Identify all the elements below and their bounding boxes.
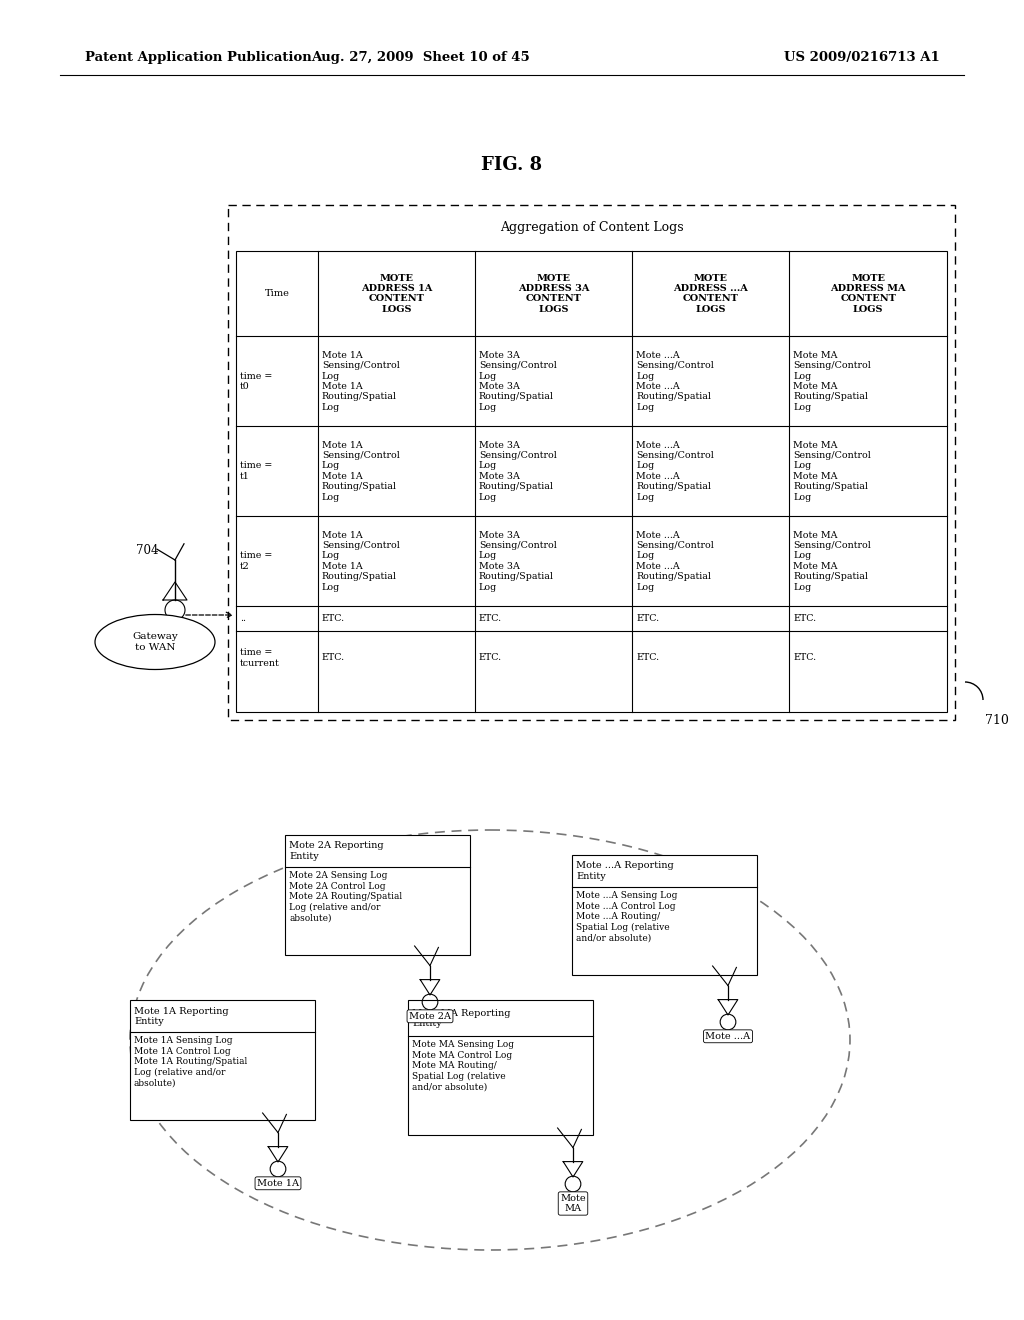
Text: Aggregation of Content Logs: Aggregation of Content Logs xyxy=(500,220,683,234)
Text: time =
tcurrent: time = tcurrent xyxy=(240,648,280,668)
Text: time =
t2: time = t2 xyxy=(240,552,272,570)
Text: time =
t0: time = t0 xyxy=(240,371,272,391)
Text: Mote ...A: Mote ...A xyxy=(706,1032,751,1040)
FancyBboxPatch shape xyxy=(408,1001,593,1135)
Text: MOTE
ADDRESS MA
CONTENT
LOGS: MOTE ADDRESS MA CONTENT LOGS xyxy=(830,273,906,314)
Text: 704: 704 xyxy=(136,544,159,557)
Text: MOTE
ADDRESS ...A
CONTENT
LOGS: MOTE ADDRESS ...A CONTENT LOGS xyxy=(673,273,748,314)
Text: ETC.: ETC. xyxy=(479,614,502,623)
Text: Time: Time xyxy=(264,289,290,298)
Text: Mote
MA: Mote MA xyxy=(560,1193,586,1213)
Text: ETC.: ETC. xyxy=(794,614,816,623)
Text: ETC.: ETC. xyxy=(636,653,659,663)
Text: Mote 2A Reporting
Entity: Mote 2A Reporting Entity xyxy=(289,842,384,861)
Text: 710: 710 xyxy=(985,714,1009,726)
Text: Mote 3A
Sensing/Control
Log
Mote 3A
Routing/Spatial
Log: Mote 3A Sensing/Control Log Mote 3A Rout… xyxy=(479,351,557,412)
Text: Mote ...A Reporting
Entity: Mote ...A Reporting Entity xyxy=(575,862,674,880)
FancyBboxPatch shape xyxy=(130,1001,315,1119)
Text: Mote 1A Reporting
Entity: Mote 1A Reporting Entity xyxy=(134,1007,228,1026)
Text: ..: .. xyxy=(240,614,246,623)
Ellipse shape xyxy=(95,615,215,669)
Text: Mote 1A Sensing Log
Mote 1A Control Log
Mote 1A Routing/Spatial
Log (relative an: Mote 1A Sensing Log Mote 1A Control Log … xyxy=(134,1036,247,1088)
Text: ETC.: ETC. xyxy=(479,653,502,663)
Text: ETC.: ETC. xyxy=(322,653,345,663)
Text: Mote ...A Sensing Log
Mote ...A Control Log
Mote ...A Routing/
Spatial Log (rela: Mote ...A Sensing Log Mote ...A Control … xyxy=(575,891,677,942)
Text: Mote MA
Sensing/Control
Log
Mote MA
Routing/Spatial
Log: Mote MA Sensing/Control Log Mote MA Rout… xyxy=(794,441,871,502)
Text: Mote 1A
Sensing/Control
Log
Mote 1A
Routing/Spatial
Log: Mote 1A Sensing/Control Log Mote 1A Rout… xyxy=(322,351,399,412)
Text: Mote 3A
Sensing/Control
Log
Mote 3A
Routing/Spatial
Log: Mote 3A Sensing/Control Log Mote 3A Rout… xyxy=(479,441,557,502)
Text: Mote 1A: Mote 1A xyxy=(257,1179,299,1188)
Text: ETC.: ETC. xyxy=(794,653,816,663)
Text: Patent Application Publication: Patent Application Publication xyxy=(85,51,311,65)
FancyBboxPatch shape xyxy=(572,855,757,975)
Text: Mote MA
Sensing/Control
Log
Mote MA
Routing/Spatial
Log: Mote MA Sensing/Control Log Mote MA Rout… xyxy=(794,351,871,412)
Text: ETC.: ETC. xyxy=(322,614,345,623)
Text: Mote ...A
Sensing/Control
Log
Mote ...A
Routing/Spatial
Log: Mote ...A Sensing/Control Log Mote ...A … xyxy=(636,351,714,412)
Text: Mote MA
Sensing/Control
Log
Mote MA
Routing/Spatial
Log: Mote MA Sensing/Control Log Mote MA Rout… xyxy=(794,531,871,591)
Text: Mote MA Reporting
Entity: Mote MA Reporting Entity xyxy=(412,1008,511,1028)
Text: Mote MA Sensing Log
Mote MA Control Log
Mote MA Routing/
Spatial Log (relative
a: Mote MA Sensing Log Mote MA Control Log … xyxy=(412,1040,514,1092)
Text: Mote ...A
Sensing/Control
Log
Mote ...A
Routing/Spatial
Log: Mote ...A Sensing/Control Log Mote ...A … xyxy=(636,531,714,591)
Text: Gateway
to WAN: Gateway to WAN xyxy=(132,632,178,652)
Text: Aug. 27, 2009  Sheet 10 of 45: Aug. 27, 2009 Sheet 10 of 45 xyxy=(310,51,529,65)
Text: ETC.: ETC. xyxy=(636,614,659,623)
Text: time =
t1: time = t1 xyxy=(240,462,272,480)
Text: Mote 1A
Sensing/Control
Log
Mote 1A
Routing/Spatial
Log: Mote 1A Sensing/Control Log Mote 1A Rout… xyxy=(322,441,399,502)
Text: Mote 2A: Mote 2A xyxy=(409,1012,451,1020)
Text: Mote 2A Sensing Log
Mote 2A Control Log
Mote 2A Routing/Spatial
Log (relative an: Mote 2A Sensing Log Mote 2A Control Log … xyxy=(289,871,402,923)
FancyBboxPatch shape xyxy=(285,836,470,954)
Text: MOTE
ADDRESS 1A
CONTENT
LOGS: MOTE ADDRESS 1A CONTENT LOGS xyxy=(360,273,432,314)
Text: MOTE
ADDRESS 3A
CONTENT
LOGS: MOTE ADDRESS 3A CONTENT LOGS xyxy=(518,273,589,314)
Text: Mote ...A
Sensing/Control
Log
Mote ...A
Routing/Spatial
Log: Mote ...A Sensing/Control Log Mote ...A … xyxy=(636,441,714,502)
Text: US 2009/0216713 A1: US 2009/0216713 A1 xyxy=(784,51,940,65)
Text: Mote 3A
Sensing/Control
Log
Mote 3A
Routing/Spatial
Log: Mote 3A Sensing/Control Log Mote 3A Rout… xyxy=(479,531,557,591)
Text: Mote 1A
Sensing/Control
Log
Mote 1A
Routing/Spatial
Log: Mote 1A Sensing/Control Log Mote 1A Rout… xyxy=(322,531,399,591)
Text: FIG. 8: FIG. 8 xyxy=(481,156,543,174)
